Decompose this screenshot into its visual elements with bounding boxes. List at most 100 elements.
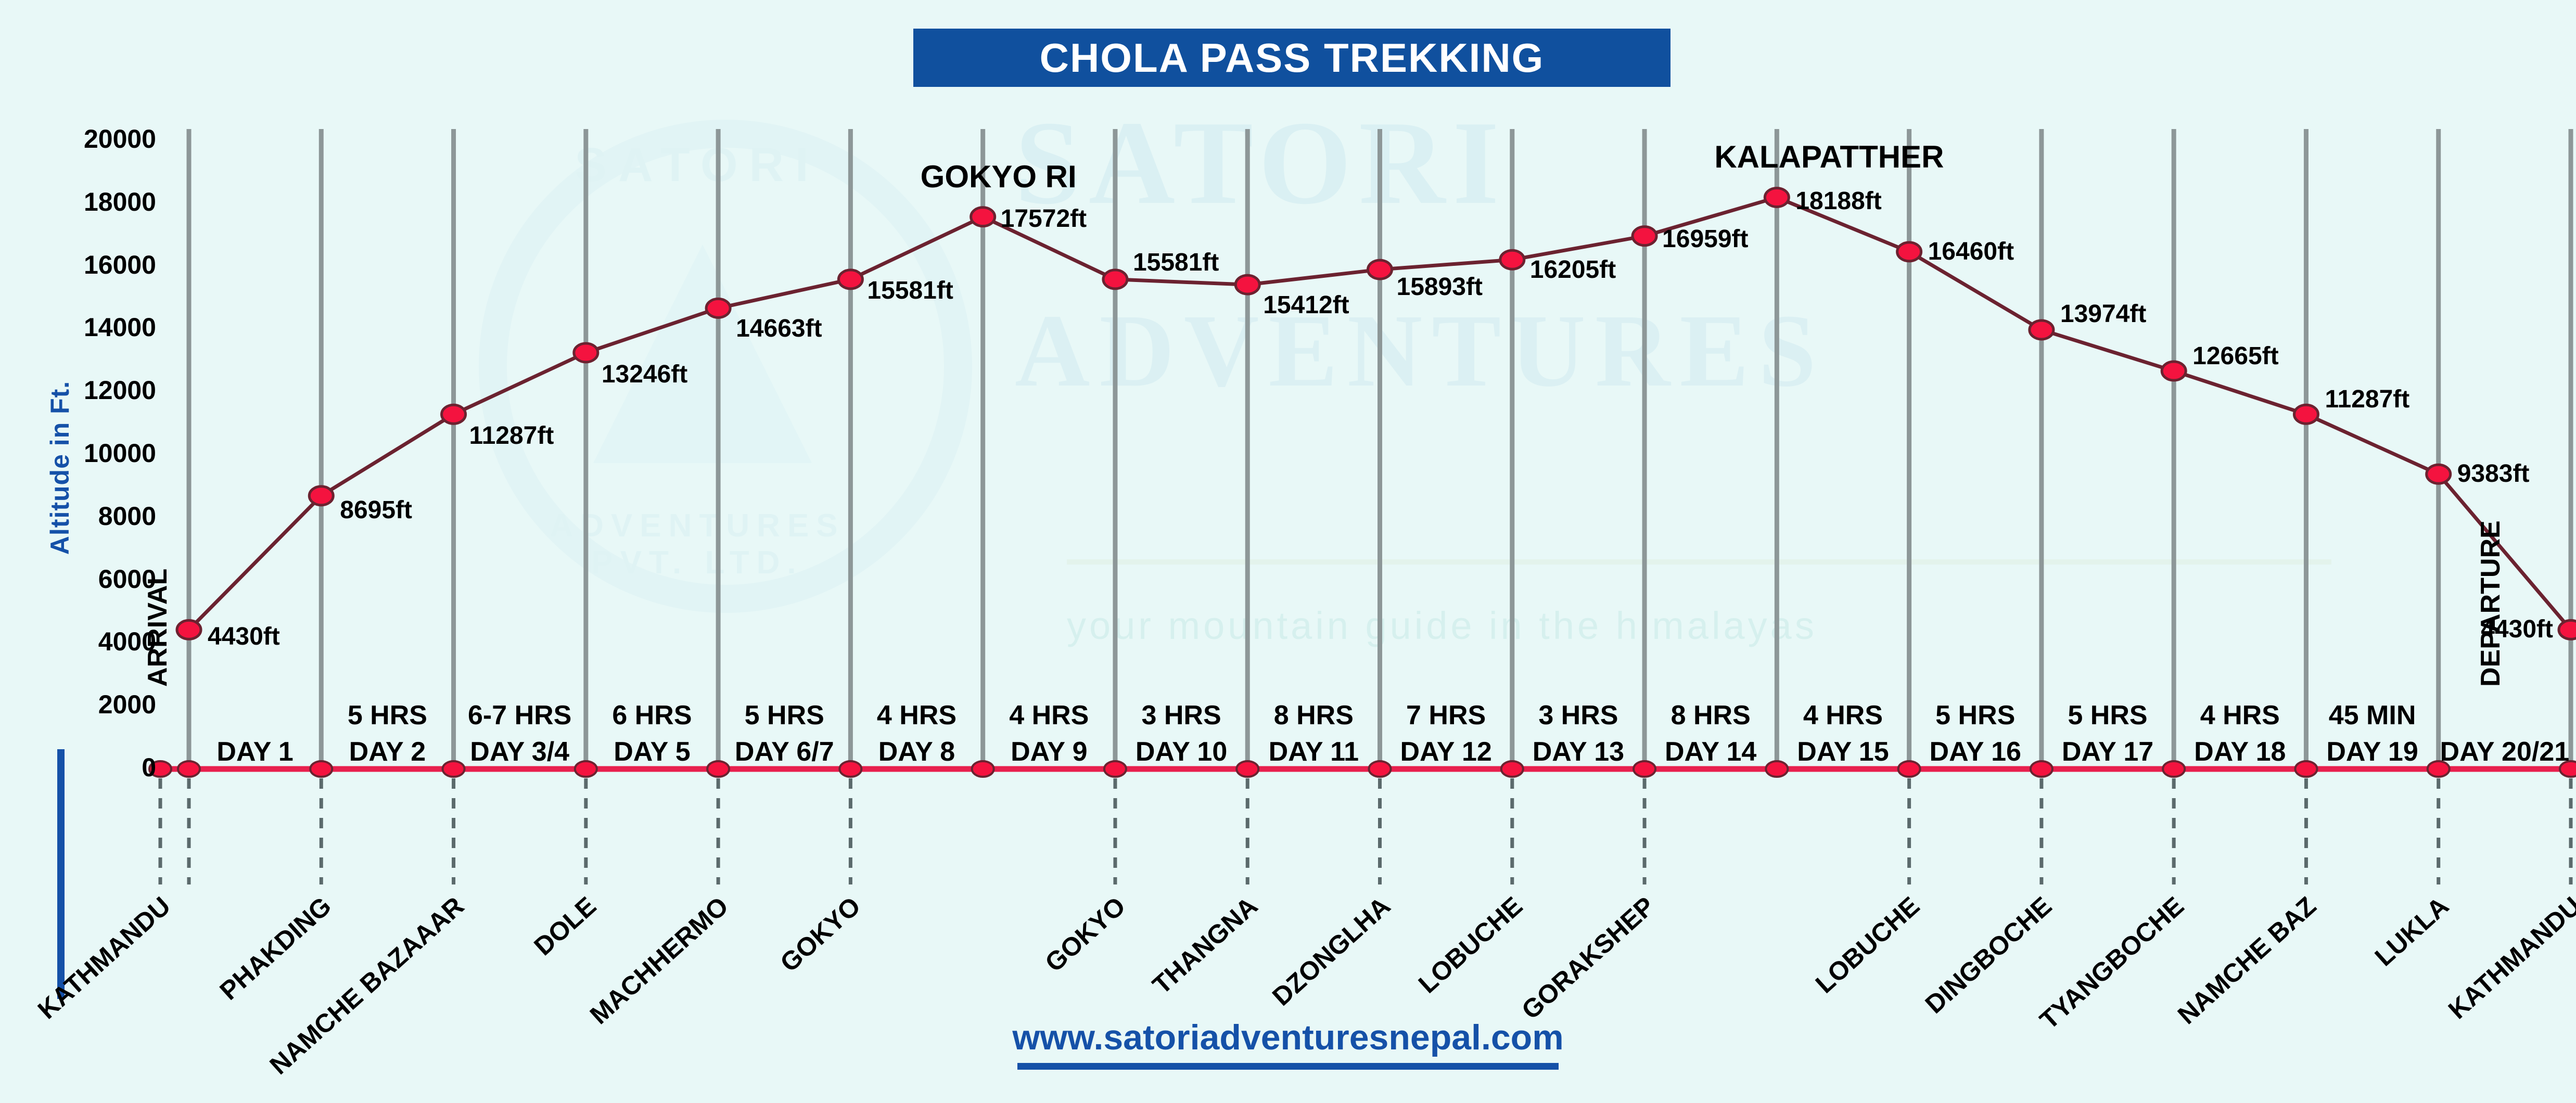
baseline-marker <box>177 760 201 778</box>
data-point[interactable] <box>970 206 997 228</box>
day-duration: 5 HRS <box>2068 700 2148 730</box>
peak-label: KALAPATTHER <box>1714 139 1944 175</box>
baseline-marker <box>1368 760 1392 778</box>
day-label: DAY 12 <box>1400 737 1492 767</box>
day-duration: 3 HRS <box>1538 700 1618 730</box>
data-point[interactable] <box>705 297 732 319</box>
day-label: DAY 6/7 <box>734 737 834 767</box>
day-duration: 3 HRS <box>1141 700 1221 730</box>
day-duration: 7 HRS <box>1406 700 1486 730</box>
baseline-marker <box>2426 760 2451 778</box>
y-axis-tick: 0 <box>142 753 156 782</box>
baseline-marker <box>2162 760 2186 778</box>
day-label: DAY 9 <box>1011 737 1088 767</box>
data-point[interactable] <box>1896 241 1923 263</box>
baseline-marker <box>838 760 863 778</box>
day-label: DAY 17 <box>2061 737 2154 767</box>
page-title-banner: CHOLA PASS TREKKING <box>913 29 1670 87</box>
baseline-marker <box>971 760 995 778</box>
day-duration: 4 HRS <box>2200 700 2280 730</box>
day-label: DAY 2 <box>349 737 426 767</box>
point-value-label: 15581ft <box>1132 248 1219 276</box>
point-value-label: 9383ft <box>2457 460 2530 488</box>
day-label: DAY 16 <box>1929 737 2021 767</box>
data-point[interactable] <box>308 485 335 507</box>
point-value-label: 17572ft <box>1000 204 1087 233</box>
day-label: DAY 8 <box>878 737 955 767</box>
point-value-label: 15412ft <box>1263 291 1349 319</box>
arrival-annotation: ARRIVAL <box>143 568 173 687</box>
data-point[interactable] <box>1631 225 1658 247</box>
point-value-label: 15581ft <box>867 276 953 304</box>
point-value-label: 13246ft <box>601 360 688 388</box>
point-value-label: 11287ft <box>2325 386 2410 414</box>
baseline-marker <box>1235 760 1260 778</box>
departure-annotation: DEPARTURE <box>2475 520 2506 687</box>
data-point[interactable] <box>1102 268 1129 290</box>
day-label: DAY 14 <box>1664 737 1757 767</box>
y-axis-tick: 20000 <box>83 124 156 153</box>
y-axis-tick: 10000 <box>83 439 156 468</box>
point-value-label: 15893ft <box>1396 273 1483 301</box>
point-value-label: 4430ft <box>208 623 280 651</box>
website-link[interactable]: www.satoriadventuresnepal.com <box>1012 1018 1564 1057</box>
y-axis-tick: 6000 <box>98 564 156 594</box>
baseline-marker <box>148 760 172 778</box>
day-label: DAY 5 <box>614 737 691 767</box>
data-point[interactable] <box>837 268 864 290</box>
data-point[interactable] <box>2292 403 2319 425</box>
baseline-marker <box>706 760 731 778</box>
data-point[interactable] <box>1367 259 1393 280</box>
point-value-label: 4430ft <box>2481 615 2553 644</box>
point-value-label: 14663ft <box>736 315 822 343</box>
data-point[interactable] <box>2160 360 2187 382</box>
day-duration: 4 HRS <box>1009 700 1089 730</box>
data-point[interactable] <box>1499 249 1526 271</box>
point-value-label: 11287ft <box>469 422 554 450</box>
day-duration: 6-7 HRS <box>467 700 572 730</box>
day-duration: 5 HRS <box>1935 700 2016 730</box>
point-value-label: 18188ft <box>1795 187 1882 215</box>
day-label: DAY 10 <box>1135 737 1228 767</box>
day-duration: 6 HRS <box>612 700 692 730</box>
day-label: DAY 18 <box>2194 737 2286 767</box>
data-point[interactable] <box>1234 274 1261 296</box>
data-point[interactable] <box>175 619 202 640</box>
y-axis-tick: 12000 <box>83 376 156 405</box>
footer: www.satoriadventuresnepal.com <box>0 1017 2576 1070</box>
data-point[interactable] <box>2425 463 2452 485</box>
point-value-label: 8695ft <box>340 496 413 524</box>
baseline-marker <box>2294 760 2318 778</box>
baseline-marker <box>1103 760 1127 778</box>
point-value-label: 16959ft <box>1662 225 1749 253</box>
day-label: DAY 1 <box>216 737 294 767</box>
baseline-marker <box>1765 760 1789 778</box>
baseline-marker <box>1500 760 1524 778</box>
day-label: DAY 3/4 <box>470 737 570 767</box>
day-label: DAY 19 <box>2326 737 2418 767</box>
point-value-label: 12665ft <box>2192 342 2279 370</box>
baseline-marker <box>1897 760 1921 778</box>
baseline-marker <box>2559 760 2576 778</box>
data-point[interactable] <box>2557 619 2576 640</box>
data-point[interactable] <box>440 403 467 425</box>
data-point[interactable] <box>572 342 600 364</box>
day-label: DAY 20/21 <box>2440 737 2570 767</box>
point-value-label: 13974ft <box>2060 300 2147 328</box>
day-duration: 4 HRS <box>876 700 957 730</box>
y-axis-tick: 16000 <box>83 250 156 279</box>
point-value-label: 16460ft <box>1928 237 2014 265</box>
day-duration: 4 HRS <box>1803 700 1883 730</box>
day-label: DAY 13 <box>1532 737 1625 767</box>
baseline-marker <box>2029 760 2054 778</box>
data-point[interactable] <box>2028 319 2055 341</box>
y-axis-tick: 4000 <box>98 627 156 657</box>
baseline-marker <box>441 760 466 778</box>
day-duration: 5 HRS <box>347 700 427 730</box>
day-duration: 5 HRS <box>744 700 824 730</box>
data-point[interactable] <box>1763 186 1790 208</box>
y-axis-tick: 2000 <box>98 690 156 720</box>
peak-label: GOKYO RI <box>920 159 1077 194</box>
